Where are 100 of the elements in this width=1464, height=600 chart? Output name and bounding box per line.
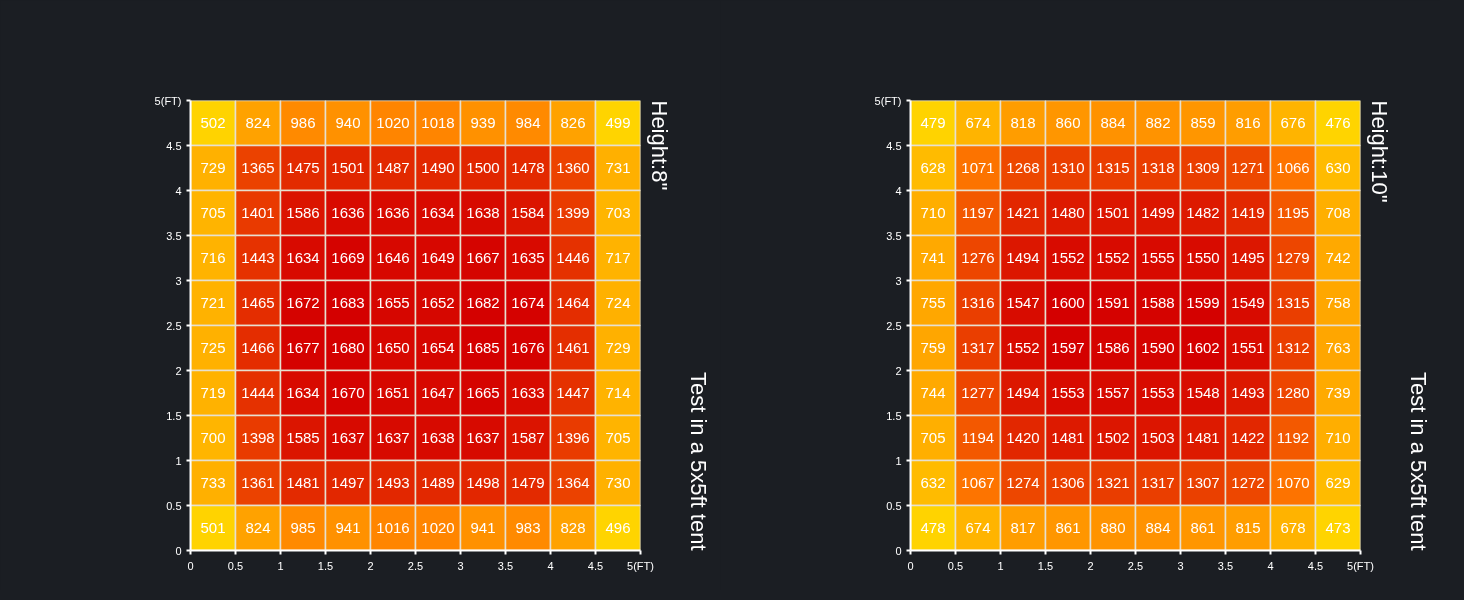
x-tick-label: 4 [547,559,554,572]
data-label: 733 [200,474,226,491]
y-tick-label: 1.5 [166,409,182,422]
data-label: 1070 [1276,474,1310,491]
data-label: 1667 [466,249,500,266]
y-tick-label: 2.5 [166,319,182,332]
data-label: 1669 [331,249,365,266]
data-label: 1634 [286,384,320,401]
data-label: 1420 [1006,429,1040,446]
data-label: 983 [515,519,541,536]
data-label: 1195 [1276,204,1310,221]
text: Height:10" [1366,100,1392,203]
data-label: 479 [920,114,946,131]
data-label: 674 [965,519,991,536]
data-label: 719 [200,384,226,401]
data-label: 1550 [1186,249,1220,266]
x-tick-label: 1.5 [317,559,334,572]
y-tick-label: 0 [175,544,182,557]
data-label: 1197 [961,204,995,221]
data-label: 705 [605,429,631,446]
x-tick-label: 3 [1177,559,1184,572]
data-label: 1478 [511,159,545,176]
data-label: 739 [1325,384,1351,401]
data-label: 1555 [1141,249,1175,266]
data-label: 724 [605,294,631,311]
data-label: 1552 [1096,249,1130,266]
y-tick-label: 4 [895,184,902,197]
data-label: 1276 [961,249,995,266]
data-label: 828 [560,519,586,536]
data-label: 1637 [331,429,365,446]
x-tick-label: 2.5 [1127,559,1144,572]
data-label: 1500 [466,159,500,176]
data-label: 1587 [511,429,545,446]
data-label: 1677 [286,339,320,356]
data-label: 1446 [556,249,590,266]
x-tick-label: 4 [1267,559,1274,572]
data-label: 1489 [421,474,455,491]
data-label: 1586 [1096,339,1130,356]
data-label: 1553 [1141,384,1175,401]
data-label: 1310 [1051,159,1085,176]
data-label: 1652 [421,294,455,311]
x-tick-label: 5(FT) [1347,559,1374,572]
data-label: 1421 [1006,204,1040,221]
data-label: 1482 [1186,204,1220,221]
data-label: 1557 [1096,384,1130,401]
data-label: 1497 [331,474,365,491]
data-label: 1495 [1231,249,1265,266]
data-label: 1682 [466,294,500,311]
data-label: 721 [200,294,226,311]
data-label: 1635 [511,249,545,266]
data-label: 1597 [1051,339,1085,356]
data-label: 710 [1325,429,1351,446]
data-label: 1493 [1231,384,1265,401]
data-label: 1547 [1006,294,1040,311]
data-label: 1655 [376,294,410,311]
data-label: 1268 [1006,159,1040,176]
data-label: 755 [920,294,946,311]
data-label: 1020 [376,114,410,131]
data-label: 1316 [961,294,995,311]
data-label: 861 [1190,519,1216,536]
data-label: 1585 [286,429,320,446]
y-tick-label: 0.5 [166,499,182,512]
data-label: 817 [1010,519,1036,536]
data-label: 1487 [376,159,410,176]
y-tick-label: 3.5 [166,229,182,242]
y-tick-label: 1.5 [886,409,902,422]
data-label: 725 [200,339,226,356]
data-label: 1633 [511,384,545,401]
x-tick-label: 1 [997,559,1004,572]
data-label: 940 [335,114,361,131]
x-tick-label: 0 [187,559,194,572]
data-label: 939 [470,114,496,131]
x-tick-label: 5(FT) [627,559,654,572]
data-label: 759 [920,339,946,356]
x-tick-label: 3.5 [1217,559,1234,572]
data-label: 818 [1010,114,1036,131]
data-label: 714 [605,384,631,401]
x-tick-label: 3 [457,559,464,572]
x-tick-label: 0.5 [227,559,244,572]
data-label: 816 [1235,114,1261,131]
data-label: 1551 [1231,339,1265,356]
data-label: 1464 [556,294,590,311]
data-label: 1422 [1231,429,1265,446]
y-tick-label: 2 [175,364,182,377]
data-label: 1419 [1231,204,1265,221]
data-label: 1307 [1186,474,1220,491]
data-label: 1360 [556,159,590,176]
data-label: 1676 [511,339,545,356]
data-label: 1685 [466,339,500,356]
data-label: 501 [200,519,226,536]
data-label: 1553 [1051,384,1085,401]
data-label: 1361 [241,474,275,491]
data-label: 1279 [1276,249,1310,266]
text: Test in a 5x5ft tent [1405,371,1431,551]
y-tick-label: 0.5 [886,499,902,512]
data-label: 985 [290,519,316,536]
data-label: 744 [920,384,946,401]
data-label: 1637 [376,429,410,446]
data-label: 1672 [286,294,320,311]
data-label: 1493 [376,474,410,491]
